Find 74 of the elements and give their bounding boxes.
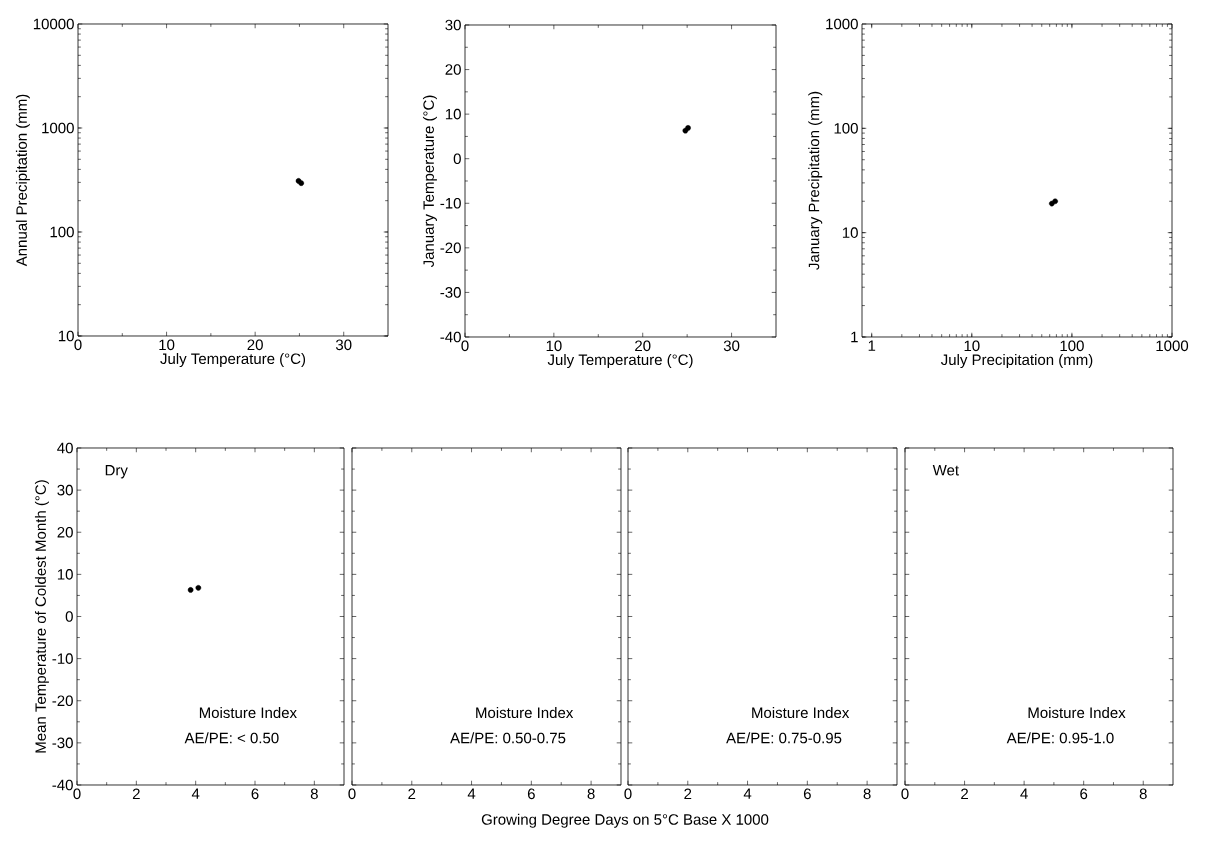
x-tick-label: 30	[335, 339, 352, 351]
x-tick-label: 6	[803, 788, 811, 800]
x-tick-label: 8	[1139, 788, 1147, 800]
x-tick-label: 10	[159, 339, 175, 351]
y-tick-label: -20	[52, 695, 73, 707]
x-tick-label: 30	[723, 340, 740, 352]
y-tick-label: 10	[57, 569, 73, 580]
x-tick-label: 0	[624, 788, 632, 800]
x-tick-label: 4	[1020, 788, 1028, 799]
x-tick-label: 100	[1060, 340, 1084, 352]
y-tick-label: 10	[58, 330, 74, 342]
y-tick-label: 0	[453, 153, 461, 165]
x-tick-label: 6	[527, 788, 535, 800]
y-axis-title: Annual Precipitation (mm)	[15, 94, 30, 267]
y-tick-label: 100	[50, 226, 74, 238]
x-tick-label: 1	[868, 340, 876, 351]
x-tick-label: 20	[635, 340, 651, 352]
y-axis-title: January Precipitation (mm)	[808, 91, 823, 270]
annotation: Wet	[932, 465, 959, 476]
x-tick-label: 20	[247, 339, 263, 351]
y-tick-label: -40	[440, 331, 461, 343]
x-tick-label: 2	[132, 788, 140, 799]
x-tick-label: 8	[310, 788, 318, 800]
y-tick-label: -20	[440, 242, 461, 254]
x-tick-label: 6	[251, 788, 259, 800]
annotation: Dry	[105, 465, 128, 479]
x-tick-label: 8	[587, 788, 595, 800]
y-tick-label: 20	[57, 526, 73, 538]
x-tick-label: 8	[863, 788, 871, 800]
x-axis-title: July Temperature (°C)	[547, 354, 693, 368]
annotation: AE/PE: 0.50-0.75	[450, 732, 566, 744]
annotation: AE/PE: < 0.50	[184, 732, 279, 744]
y-axis-title: January Temperature (°C)	[422, 95, 437, 268]
x-tick-label: 2	[684, 788, 692, 799]
y-tick-label: 10000	[33, 18, 74, 30]
x-tick-label: 2	[961, 788, 968, 799]
x-tick-label: 0	[461, 340, 469, 352]
y-tick-label: -40	[52, 779, 73, 791]
y-tick-label: -30	[440, 287, 461, 298]
annotation: AE/PE: 0.95-1.0	[1006, 732, 1114, 744]
y-tick-label: 1	[851, 331, 858, 343]
y-tick-label: 10	[842, 227, 858, 238]
annotation: Moisture Index	[1028, 707, 1126, 719]
x-axis-title: July Precipitation (mm)	[940, 354, 1093, 368]
x-tick-label: 4	[191, 788, 200, 799]
x-tick-label: 0	[901, 788, 909, 800]
y-tick-label: 20	[445, 64, 461, 75]
y-tick-label: 40	[57, 442, 73, 454]
annotation: AE/PE: 0.75-0.95	[726, 732, 842, 744]
y-tick-label: 10	[445, 108, 461, 120]
x-tick-label: 0	[74, 339, 82, 351]
x-axis-title: Growing Degree Days on 5°C Base X 1000	[481, 813, 769, 828]
y-tick-label: -10	[52, 653, 73, 664]
y-axis-title: Mean Temperature of Coldest Month (°C)	[34, 480, 49, 753]
y-tick-label: 0	[65, 611, 73, 622]
annotation: Moisture Index	[752, 707, 850, 719]
x-tick-label: 4	[467, 788, 476, 799]
y-tick-label: 1000	[42, 122, 74, 134]
x-tick-label: 0	[348, 788, 356, 800]
annotation: Moisture Index	[199, 707, 297, 719]
y-tick-label: -10	[440, 197, 461, 209]
x-axis-title: July Temperature (°C)	[160, 353, 306, 367]
y-tick-label: 30	[57, 484, 73, 496]
x-tick-label: 2	[408, 788, 416, 799]
x-tick-label: 1000	[1156, 340, 1189, 352]
y-tick-label: 30	[445, 19, 461, 31]
y-tick-label: 100	[834, 123, 858, 134]
x-tick-label: 4	[743, 788, 752, 799]
annotation: Moisture Index	[476, 707, 574, 719]
x-tick-label: 10	[546, 340, 562, 352]
y-tick-label: 1000	[826, 18, 858, 30]
x-tick-label: 10	[964, 340, 980, 352]
x-tick-label: 6	[1080, 788, 1088, 800]
y-tick-label: -30	[52, 737, 73, 749]
